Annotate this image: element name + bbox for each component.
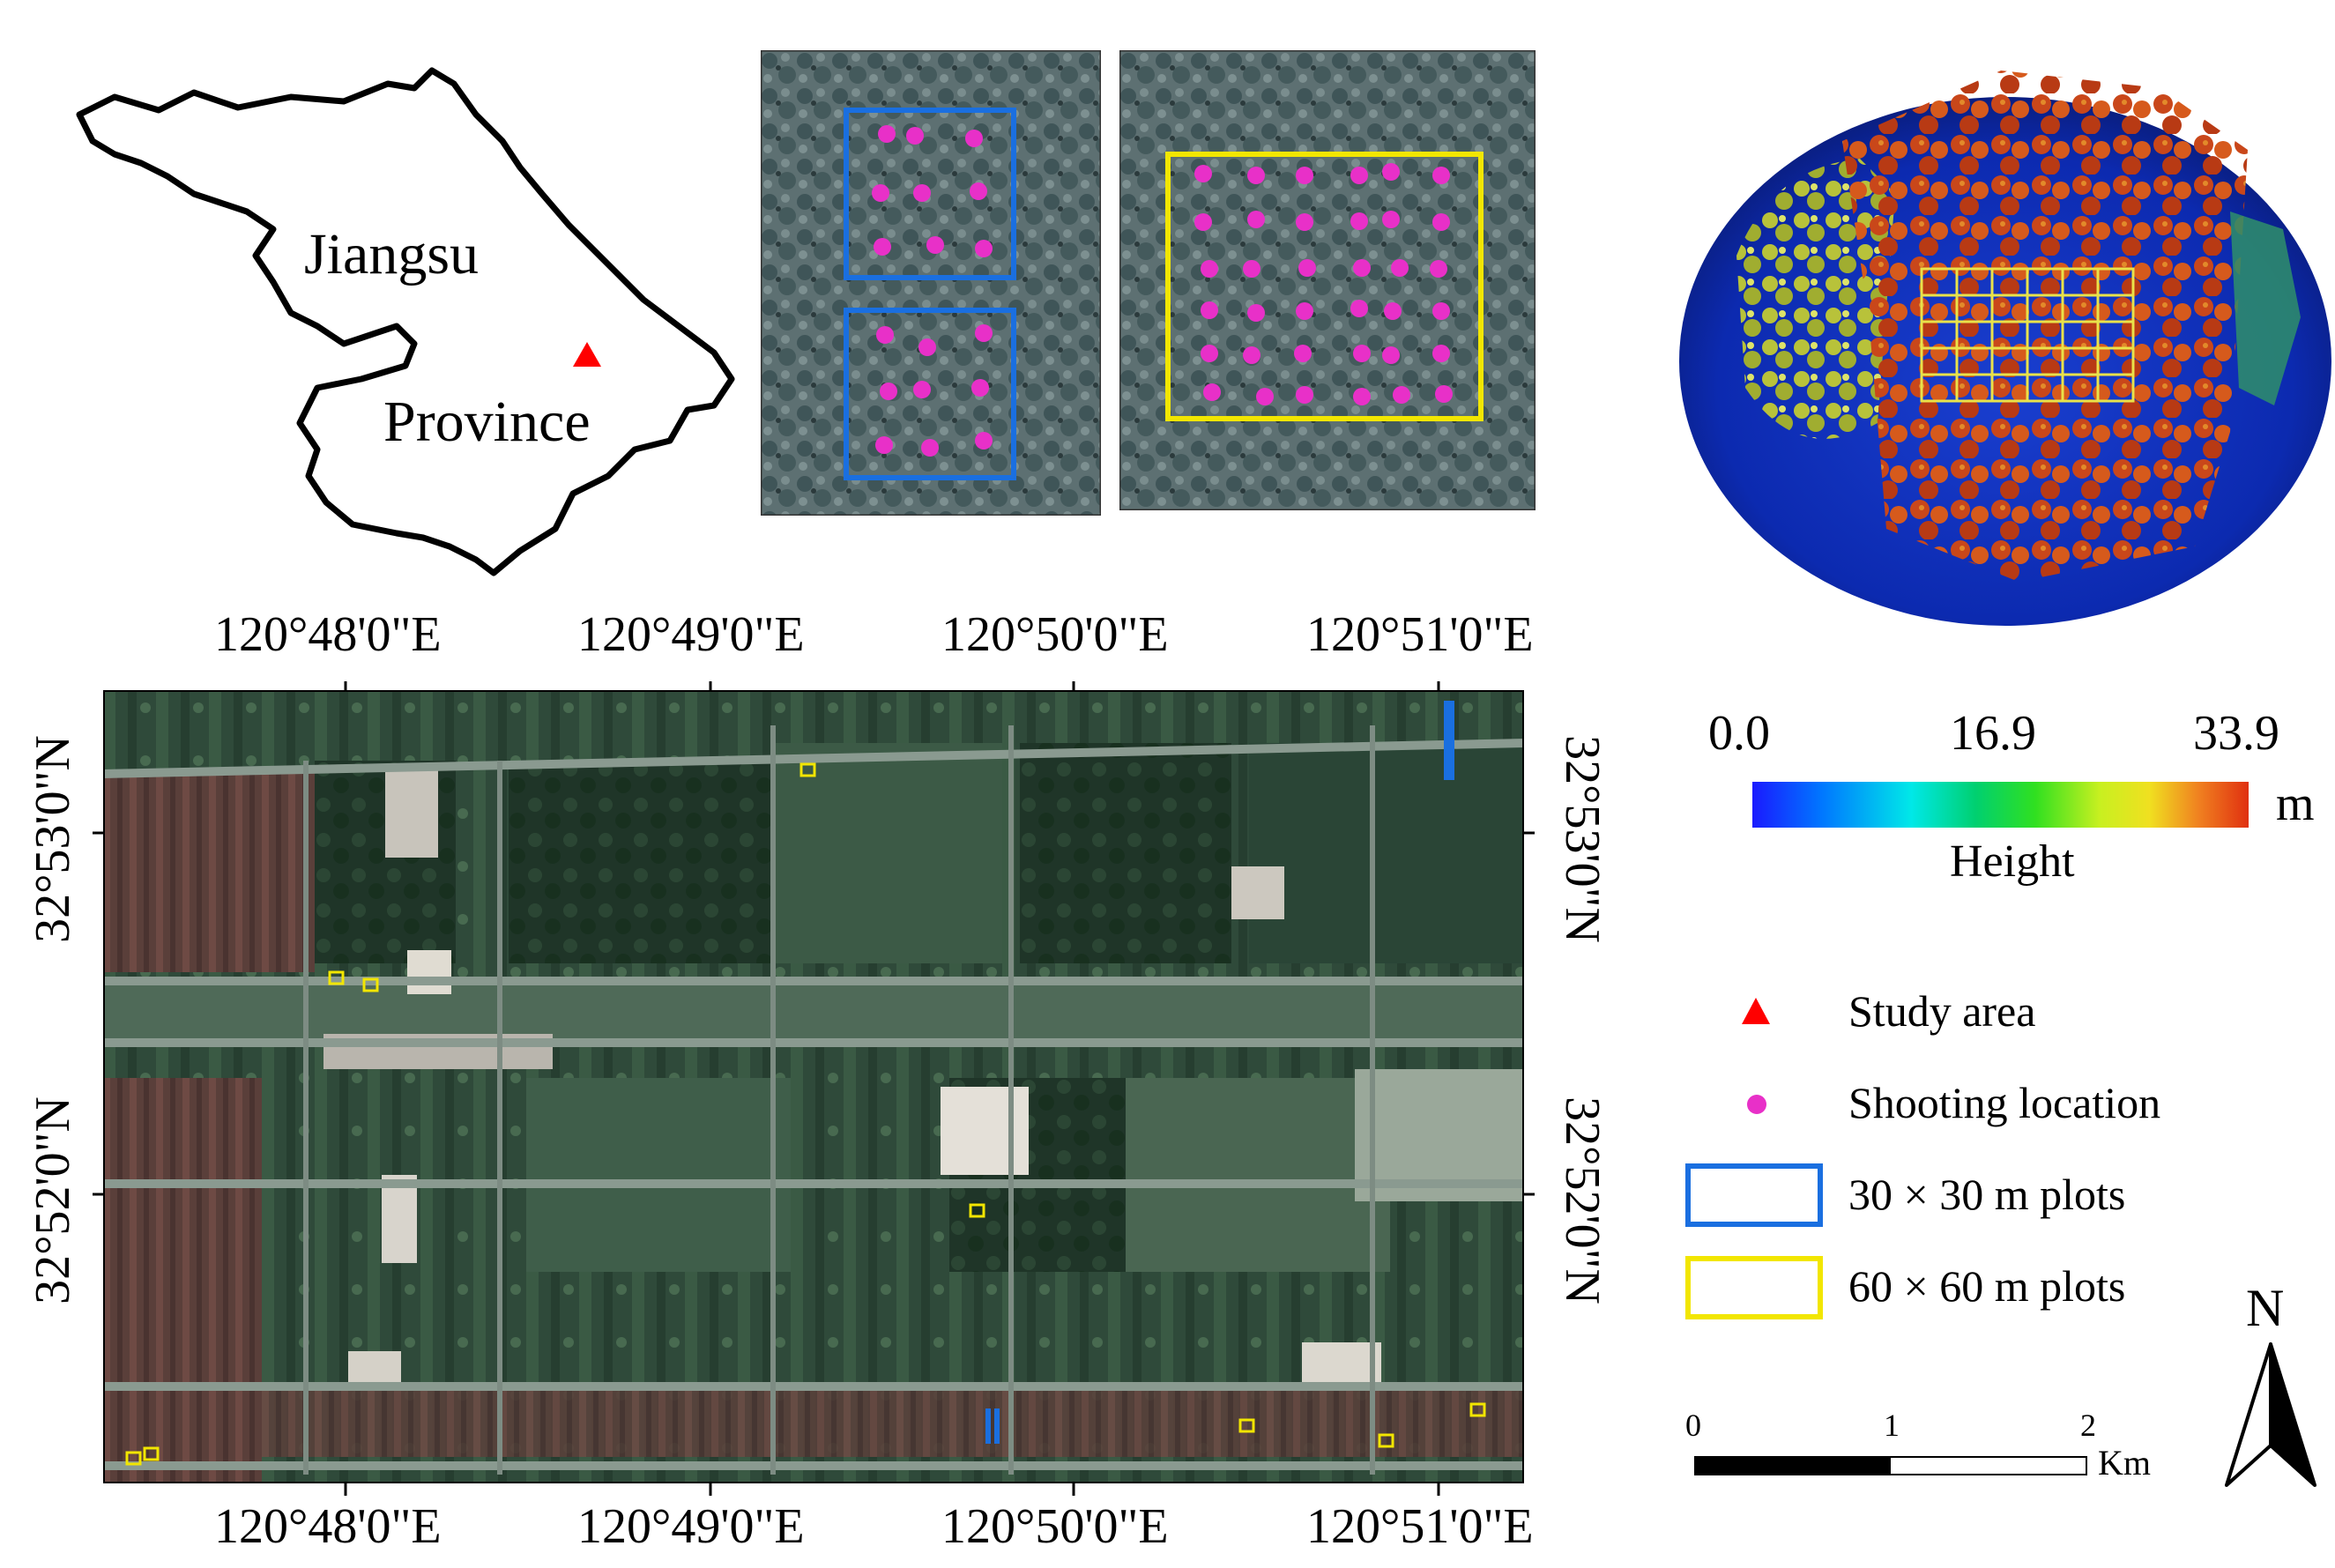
province-name-line2: Province	[383, 390, 591, 454]
bottom-longitude-label-1: 120°48'0"E	[214, 1499, 442, 1554]
left-latitude-label-1: 32°53'0"N	[26, 735, 80, 943]
bottom-longitude-label-4: 120°51'0"E	[1306, 1499, 1534, 1554]
legend-study-area-symbol	[1742, 998, 1770, 1024]
north-arrow-label: N	[2246, 1279, 2285, 1337]
shooting-points-30m	[872, 125, 993, 457]
study-area-satellite-map	[103, 690, 1524, 1483]
legend-shooting-location-symbol	[1747, 1095, 1766, 1114]
height-colorbar	[1752, 782, 2249, 828]
legend-60m-plot-symbol	[1685, 1256, 1823, 1319]
legend-30m-plot-symbol	[1685, 1163, 1823, 1227]
plot-60m	[1165, 152, 1484, 421]
bottom-longitude-label-3: 120°50'0"E	[941, 1499, 1169, 1554]
study-area-marker	[573, 342, 601, 367]
colorbar-mid-label: 16.9	[1950, 706, 2036, 761]
plot-panel-60m	[1119, 50, 1536, 510]
scale-tick-0: 0	[1685, 1408, 1701, 1443]
top-longitude-label-3: 120°50'0"E	[941, 607, 1169, 662]
map-plots-60m	[125, 762, 1486, 1466]
legend-60m-plot-label: 60 × 60 m plots	[1848, 1261, 2126, 1311]
left-latitude-label-2: 32°52'0"N	[26, 1096, 80, 1304]
right-latitude-label-2: 32°52'0"N	[1555, 1096, 1610, 1304]
legend-study-area-label: Study area	[1848, 986, 2036, 1036]
colorbar-min-label: 0.0	[1708, 706, 1770, 761]
jiangsu-inset-map: Jiangsu Province	[76, 67, 735, 576]
plot-30m-lower	[844, 308, 1016, 480]
map-plots-30m	[985, 701, 1454, 1444]
plot-panel-30m	[761, 50, 1101, 516]
top-longitude-label-1: 120°48'0"E	[214, 607, 442, 662]
top-longitude-label-4: 120°51'0"E	[1306, 607, 1534, 662]
province-name-line1: Jiangsu	[304, 222, 479, 286]
colorbar-unit: m	[2276, 777, 2315, 831]
scale-tick-2: 2	[2080, 1408, 2096, 1443]
shooting-points-60m	[1194, 163, 1453, 405]
lidar-point-cloud-view	[1679, 71, 2331, 626]
top-longitude-label-2: 120°49'0"E	[577, 607, 805, 662]
plot-30m-upper	[844, 108, 1016, 280]
scale-tick-1: 1	[1884, 1408, 1900, 1443]
jiangsu-boundary	[76, 67, 735, 576]
colorbar-title: Height	[1950, 836, 2075, 887]
colorbar-max-label: 33.9	[2193, 706, 2279, 761]
scale-bar	[1694, 1456, 2087, 1475]
legend-shooting-location-label: Shooting location	[1848, 1078, 2161, 1127]
scale-unit: Km	[2098, 1443, 2151, 1483]
right-latitude-label-1: 32°53'0"N	[1555, 735, 1610, 943]
bottom-longitude-label-2: 120°49'0"E	[577, 1499, 805, 1554]
legend-30m-plot-label: 30 × 30 m plots	[1848, 1170, 2126, 1219]
north-arrow-icon	[2225, 1342, 2316, 1487]
map-axis-ticks	[93, 681, 1535, 1496]
lidar-plot-grid	[1920, 267, 2135, 403]
